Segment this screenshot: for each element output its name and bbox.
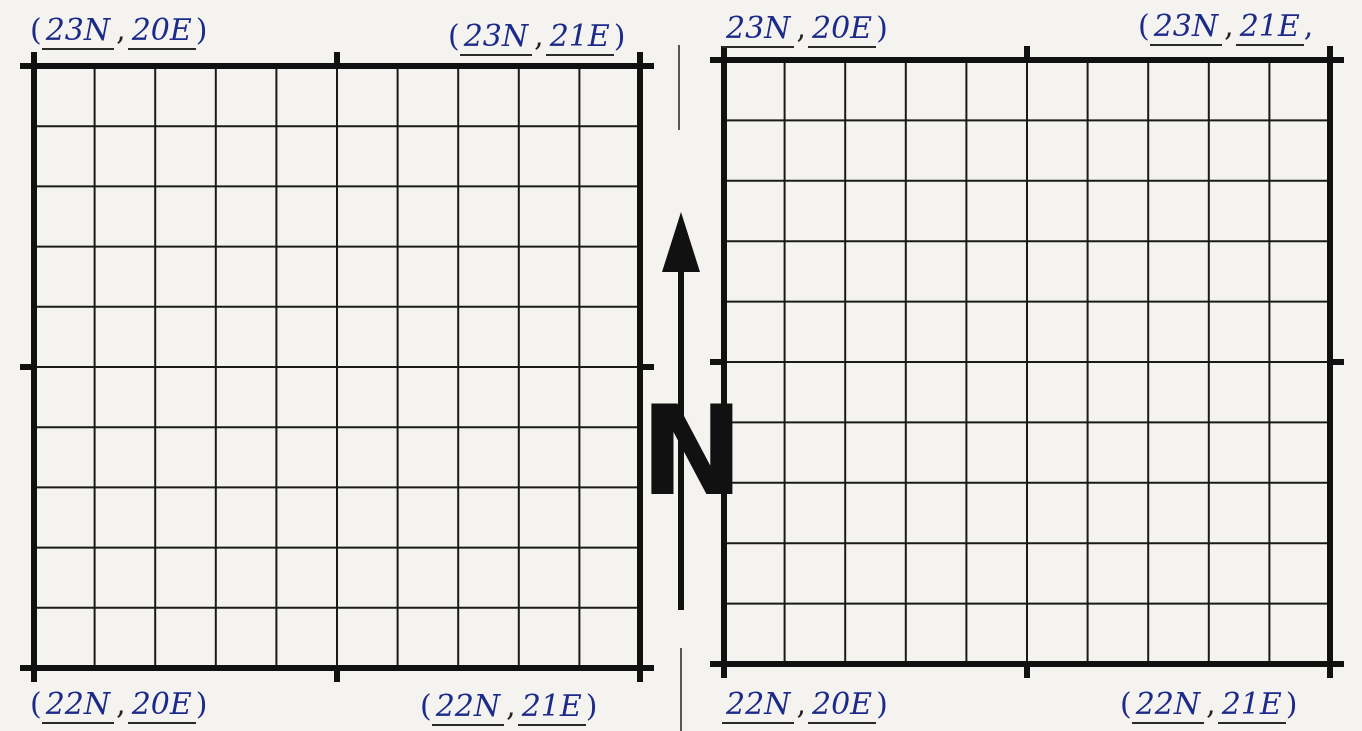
left-grid	[20, 52, 654, 682]
right-bottom-right-coordinate: (22N, 21E)	[1120, 687, 1298, 724]
coord-lon: 20E	[807, 690, 877, 724]
coord-lat: 22N	[41, 690, 115, 724]
coord-lon: 21E	[1235, 12, 1304, 46]
coord-lat: 23N	[1149, 12, 1223, 46]
coord-lon: 20E	[127, 690, 196, 724]
left-top-left-coordinate: (23N, 20E)	[30, 13, 208, 50]
right-grid	[710, 46, 1344, 678]
coord-lat: 23N	[41, 16, 115, 50]
north-label: N	[640, 380, 744, 524]
coord-lon: 20E	[807, 14, 877, 48]
left-bottom-right-coordinate: (22N, 21E)	[420, 689, 598, 726]
coord-lat: 23N	[459, 22, 533, 56]
left-top-right-coordinate: (23N, 21E)	[448, 19, 626, 56]
coord-lat: 22N	[431, 692, 505, 726]
coord-lon: 21E	[545, 22, 614, 56]
north-arrow	[662, 45, 700, 731]
right-top-right-coordinate: (23N, 21E,	[1138, 9, 1314, 46]
coord-lat: 22N	[1131, 690, 1205, 724]
coord-lon: 20E	[127, 16, 196, 50]
right-bottom-left-coordinate: 22N, 20E)	[722, 690, 888, 724]
coord-lat: 23N	[722, 14, 795, 48]
right-top-left-coordinate: 23N, 20E)	[722, 14, 888, 48]
north-arrow-head	[662, 212, 700, 272]
left-bottom-left-coordinate: (22N, 20E)	[30, 687, 208, 724]
coord-lat: 22N	[722, 690, 795, 724]
coord-lon: 21E	[1217, 690, 1286, 724]
coord-lon: 21E	[517, 692, 586, 726]
